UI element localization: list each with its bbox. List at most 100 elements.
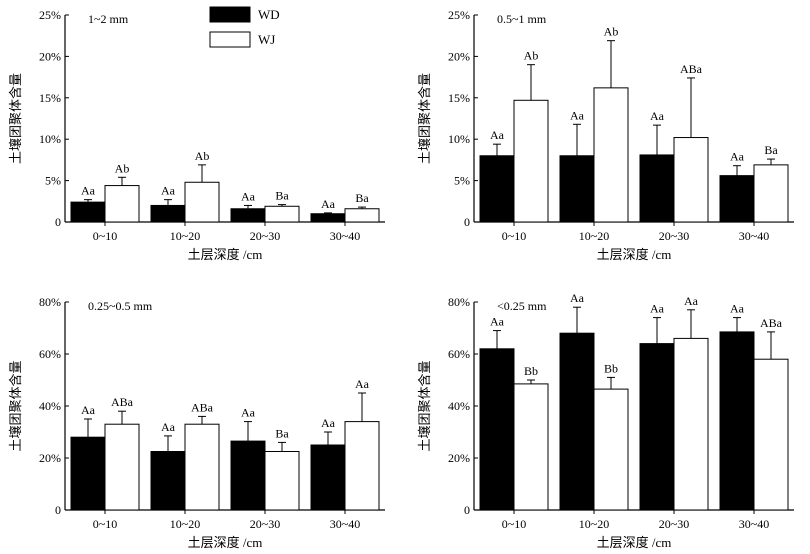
y-tick-label: 15% bbox=[39, 91, 61, 105]
y-tick-label: 15% bbox=[448, 91, 470, 105]
bar-wj bbox=[104, 185, 140, 223]
significance-label: Ab bbox=[604, 25, 619, 39]
significance-label: Aa bbox=[570, 108, 585, 122]
bar-wd bbox=[310, 213, 346, 223]
x-axis-label: 土层深度 /cm bbox=[188, 247, 263, 262]
y-tick-label: 5% bbox=[454, 174, 470, 188]
y-tick-label: 40% bbox=[448, 399, 470, 413]
significance-label: Ba bbox=[275, 426, 289, 440]
bar-wd bbox=[70, 201, 106, 223]
bar-wj bbox=[593, 87, 629, 223]
bar-wd bbox=[559, 332, 595, 511]
x-tick-label: 20~30 bbox=[659, 517, 690, 531]
bar-wd bbox=[70, 436, 106, 511]
x-axis-label: 土层深度 /cm bbox=[188, 535, 263, 550]
significance-label: Aa bbox=[730, 302, 745, 316]
panel-title: 0.5~1 mm bbox=[497, 12, 547, 26]
legend-swatch-wd bbox=[209, 6, 251, 23]
x-tick-label: 0~10 bbox=[502, 517, 527, 531]
significance-label: Ba bbox=[275, 189, 289, 203]
bar-wj bbox=[344, 421, 380, 511]
x-tick-label: 0~10 bbox=[502, 229, 527, 243]
significance-label: Aa bbox=[321, 416, 336, 430]
y-tick-label: 20% bbox=[448, 451, 470, 465]
y-axis-label: 土壤团聚体含量 bbox=[8, 73, 23, 164]
bar-wj bbox=[344, 208, 380, 223]
x-tick-label: 30~40 bbox=[739, 229, 770, 243]
panel-title: 0.25~0.5 mm bbox=[88, 299, 153, 313]
y-tick-label: 0 bbox=[55, 503, 61, 517]
x-tick-label: 0~10 bbox=[93, 229, 118, 243]
panel-title: 1~2 mm bbox=[88, 12, 129, 26]
x-tick-label: 30~40 bbox=[330, 517, 361, 531]
legend-label-wd: WD bbox=[258, 7, 280, 22]
significance-label: Aa bbox=[161, 420, 176, 434]
significance-label: Aa bbox=[81, 403, 96, 417]
significance-label: Aa bbox=[490, 128, 505, 142]
y-tick-label: 0 bbox=[464, 215, 470, 229]
significance-label: ABa bbox=[680, 62, 703, 76]
bar-wd bbox=[150, 451, 186, 511]
significance-label: ABa bbox=[760, 316, 783, 330]
x-tick-label: 30~40 bbox=[739, 517, 770, 531]
chart-panel-2: 0 5% 10% 15% 20% 25% 土壤团聚体含量 0.5~1 mm 0~10 Aa Ab 10… bbox=[417, 8, 794, 262]
x-tick-label: 10~20 bbox=[170, 229, 201, 243]
y-tick-label: 0 bbox=[464, 503, 470, 517]
x-tick-label: 10~20 bbox=[579, 517, 610, 531]
significance-label: Ab bbox=[195, 149, 210, 163]
x-tick-label: 20~30 bbox=[250, 229, 281, 243]
bar-wj bbox=[184, 181, 220, 223]
x-tick-label: 20~30 bbox=[250, 517, 281, 531]
y-tick-label: 80% bbox=[39, 295, 61, 309]
chart-panel-3: 0 20% 40% 60% 80% 土壤团聚体含量 0.25~0.5 mm 0~10 Aa ABa… bbox=[8, 295, 385, 550]
significance-label: Aa bbox=[684, 294, 699, 308]
x-tick-label: 10~20 bbox=[170, 517, 201, 531]
bar-wj bbox=[753, 358, 789, 511]
significance-label: Aa bbox=[161, 184, 176, 198]
bar-wj bbox=[673, 137, 709, 223]
legend-swatch-wj bbox=[209, 31, 251, 48]
chart-panel-4: 0 20% 40% 60% 80% 土壤团聚体含量 <0.25 mm 0~10 Aa Bb 10~2… bbox=[417, 291, 794, 550]
significance-label: Ab bbox=[524, 49, 539, 63]
significance-label: Aa bbox=[650, 109, 665, 123]
bar-wd bbox=[719, 175, 755, 223]
significance-label: Ab bbox=[115, 161, 130, 175]
y-tick-label: 40% bbox=[39, 399, 61, 413]
significance-label: Ba bbox=[355, 191, 369, 205]
bar-wj bbox=[264, 451, 300, 511]
bar-wd bbox=[310, 444, 346, 511]
x-tick-label: 20~30 bbox=[659, 229, 690, 243]
bar-wj bbox=[513, 383, 549, 511]
y-tick-label: 10% bbox=[39, 132, 61, 146]
bar-wd bbox=[639, 343, 675, 511]
bar-wd bbox=[230, 440, 266, 511]
y-tick-label: 10% bbox=[448, 132, 470, 146]
y-tick-label: 5% bbox=[45, 174, 61, 188]
significance-label: Aa bbox=[241, 406, 256, 420]
bar-wd bbox=[230, 208, 266, 223]
significance-label: Bb bbox=[524, 364, 538, 378]
y-axis-label: 土壤团聚体含量 bbox=[417, 73, 432, 164]
bar-wd bbox=[719, 331, 755, 511]
significance-label: Aa bbox=[730, 150, 745, 164]
y-tick-label: 20% bbox=[39, 451, 61, 465]
significance-label: Bb bbox=[604, 361, 618, 375]
x-tick-label: 30~40 bbox=[330, 229, 361, 243]
significance-label: Aa bbox=[570, 291, 585, 305]
significance-label: Aa bbox=[650, 302, 665, 316]
y-tick-label: 25% bbox=[448, 8, 470, 22]
significance-label: Aa bbox=[490, 315, 505, 329]
bar-wj bbox=[184, 423, 220, 511]
y-tick-label: 60% bbox=[39, 347, 61, 361]
bar-wd bbox=[639, 154, 675, 223]
significance-label: ABa bbox=[191, 400, 214, 414]
bar-wj bbox=[264, 205, 300, 223]
legend: WD WJ bbox=[209, 6, 280, 48]
significance-label: ABa bbox=[111, 395, 134, 409]
significance-label: Aa bbox=[321, 197, 336, 211]
y-tick-label: 20% bbox=[39, 49, 61, 63]
bar-wj bbox=[104, 423, 140, 511]
y-tick-label: 0 bbox=[55, 215, 61, 229]
y-tick-label: 80% bbox=[448, 295, 470, 309]
